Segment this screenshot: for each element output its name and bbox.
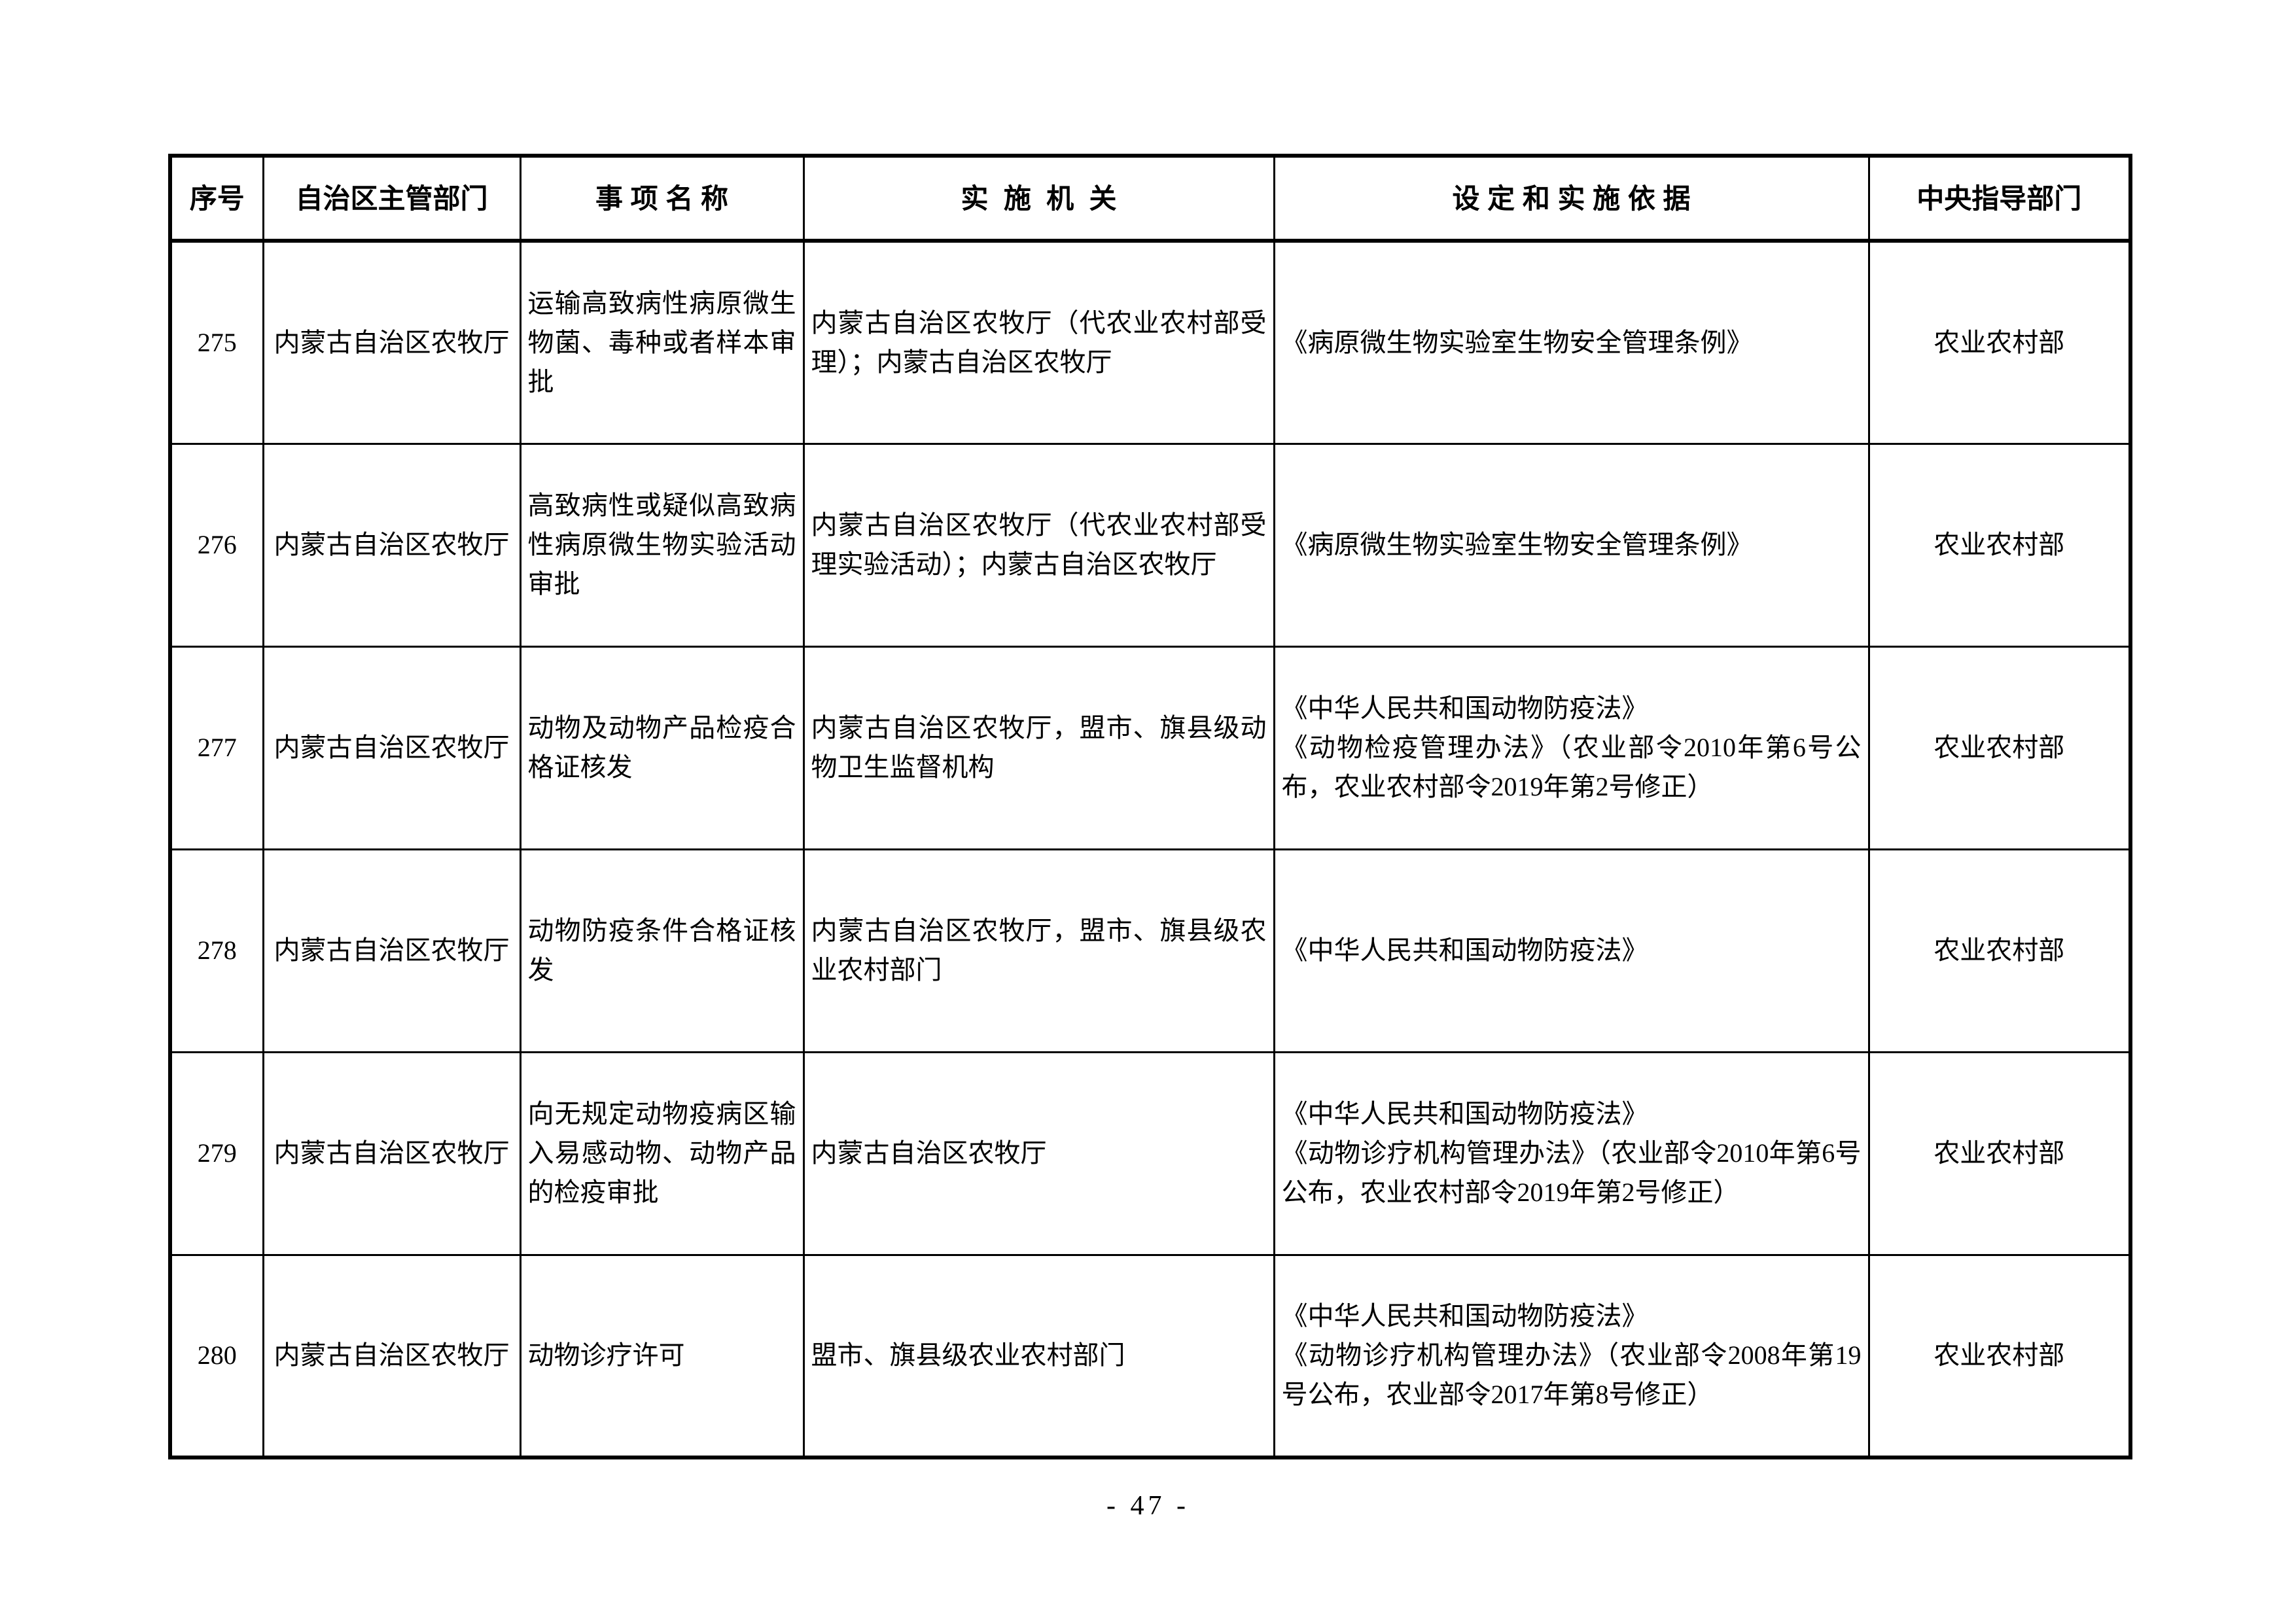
header-legal-basis: 设 定 和 实 施 依 据 [1273, 154, 1870, 243]
cell-central-guidance-department: 农业农村部 [1867, 645, 2132, 850]
cell-serial-number: 278 [169, 848, 264, 1053]
header-implementing-agency: 实 施 机 关 [802, 154, 1275, 243]
cell-region-department: 内蒙古自治区农牧厅 [262, 1051, 521, 1256]
cell-legal-basis: 《病原微生物实验室生物安全管理条例》 [1273, 442, 1870, 648]
cell-legal-basis: 《中华人民共和国动物防疫法》 [1273, 848, 1870, 1053]
header-row: 序号 自治区主管部门 事 项 名 称 实 施 机 关 设 定 和 实 施 依 据… [169, 154, 2132, 243]
cell-region-department: 内蒙古自治区农牧厅 [262, 442, 521, 648]
approval-items-table: 序号 自治区主管部门 事 项 名 称 实 施 机 关 设 定 和 实 施 依 据… [168, 154, 2132, 1459]
cell-legal-basis: 《中华人民共和国动物防疫法》 《动物诊疗机构管理办法》（农业部令2008年第19… [1273, 1253, 1870, 1459]
cell-central-guidance-department: 农业农村部 [1867, 1253, 2132, 1459]
table-row: 280 内蒙古自治区农牧厅 动物诊疗许可 盟市、旗县级农业农村部门 《中华人民共… [169, 1253, 2132, 1459]
legal-basis-line: 《病原微生物实验室生物安全管理条例》 [1281, 530, 1753, 559]
cell-serial-number: 280 [169, 1253, 264, 1459]
cell-legal-basis: 《病原微生物实验室生物安全管理条例》 [1273, 239, 1870, 445]
cell-serial-number: 275 [169, 239, 264, 445]
cell-serial-number: 276 [169, 442, 264, 648]
cell-serial-number: 279 [169, 1051, 264, 1256]
legal-basis-line: 《中华人民共和国动物防疫法》 [1281, 1301, 1648, 1331]
legal-basis-line: 《动物检疫管理办法》（农业部令2010年第6号公布，农业农村部令2019年第2号… [1281, 733, 1862, 801]
cell-implementing-agency: 内蒙古自治区农牧厅，盟市、旗县级农业农村部门 [802, 848, 1275, 1053]
cell-region-department: 内蒙古自治区农牧厅 [262, 239, 521, 445]
header-central-guidance-department: 中央指导部门 [1867, 154, 2132, 243]
cell-implementing-agency: 内蒙古自治区农牧厅 [802, 1051, 1275, 1256]
cell-serial-number: 277 [169, 645, 264, 850]
cell-item-name: 运输高致病性病原微生物菌、毒种或者样本审批 [519, 239, 805, 445]
cell-central-guidance-department: 农业农村部 [1867, 239, 2132, 445]
cell-item-name: 动物诊疗许可 [519, 1253, 805, 1459]
cell-central-guidance-department: 农业农村部 [1867, 1051, 2132, 1256]
cell-item-name: 向无规定动物疫病区输入易感动物、动物产品的检疫审批 [519, 1051, 805, 1256]
cell-item-name: 动物防疫条件合格证核发 [519, 848, 805, 1053]
legal-basis-line: 《中华人民共和国动物防疫法》 [1281, 1099, 1648, 1128]
cell-legal-basis: 《中华人民共和国动物防疫法》 《动物诊疗机构管理办法》（农业部令2010年第6号… [1273, 1051, 1870, 1256]
table-row: 275 内蒙古自治区农牧厅 运输高致病性病原微生物菌、毒种或者样本审批 内蒙古自… [169, 239, 2132, 445]
cell-central-guidance-department: 农业农村部 [1867, 442, 2132, 648]
legal-basis-line: 《动物诊疗机构管理办法》（农业部令2008年第19号公布，农业部令2017年第8… [1281, 1340, 1862, 1410]
header-serial-number: 序号 [169, 154, 264, 243]
table-row: 278 内蒙古自治区农牧厅 动物防疫条件合格证核发 内蒙古自治区农牧厅，盟市、旗… [169, 848, 2132, 1053]
cell-implementing-agency: 内蒙古自治区农牧厅，盟市、旗县级动物卫生监督机构 [802, 645, 1275, 850]
cell-region-department: 内蒙古自治区农牧厅 [262, 1253, 521, 1459]
legal-basis-line: 《病原微生物实验室生物安全管理条例》 [1281, 327, 1753, 357]
cell-region-department: 内蒙古自治区农牧厅 [262, 848, 521, 1053]
page-number: - 47 - [1106, 1491, 1190, 1521]
cell-implementing-agency: 盟市、旗县级农业农村部门 [802, 1253, 1275, 1459]
header-region-department: 自治区主管部门 [262, 154, 521, 243]
cell-legal-basis: 《中华人民共和国动物防疫法》 《动物检疫管理办法》（农业部令2010年第6号公布… [1273, 645, 1870, 850]
cell-implementing-agency: 内蒙古自治区农牧厅（代农业农村部受理）；内蒙古自治区农牧厅 [802, 239, 1275, 445]
cell-implementing-agency: 内蒙古自治区农牧厅（代农业农村部受理实验活动）；内蒙古自治区农牧厅 [802, 442, 1275, 648]
header-item-name: 事 项 名 称 [519, 154, 805, 243]
legal-basis-line: 《中华人民共和国动物防疫法》 [1281, 693, 1648, 723]
table-row: 276 内蒙古自治区农牧厅 高致病性或疑似高致病性病原微生物实验活动审批 内蒙古… [169, 442, 2132, 648]
cell-central-guidance-department: 农业农村部 [1867, 848, 2132, 1053]
cell-item-name: 高致病性或疑似高致病性病原微生物实验活动审批 [519, 442, 805, 648]
cell-region-department: 内蒙古自治区农牧厅 [262, 645, 521, 850]
legal-basis-line: 《动物诊疗机构管理办法》（农业部令2010年第6号公布，农业农村部令2019年第… [1281, 1138, 1862, 1207]
legal-basis-line: 《中华人民共和国动物防疫法》 [1281, 935, 1648, 965]
table-row: 277 内蒙古自治区农牧厅 动物及动物产品检疫合格证核发 内蒙古自治区农牧厅，盟… [169, 645, 2132, 850]
cell-item-name: 动物及动物产品检疫合格证核发 [519, 645, 805, 850]
table-row: 279 内蒙古自治区农牧厅 向无规定动物疫病区输入易感动物、动物产品的检疫审批 … [169, 1051, 2132, 1256]
